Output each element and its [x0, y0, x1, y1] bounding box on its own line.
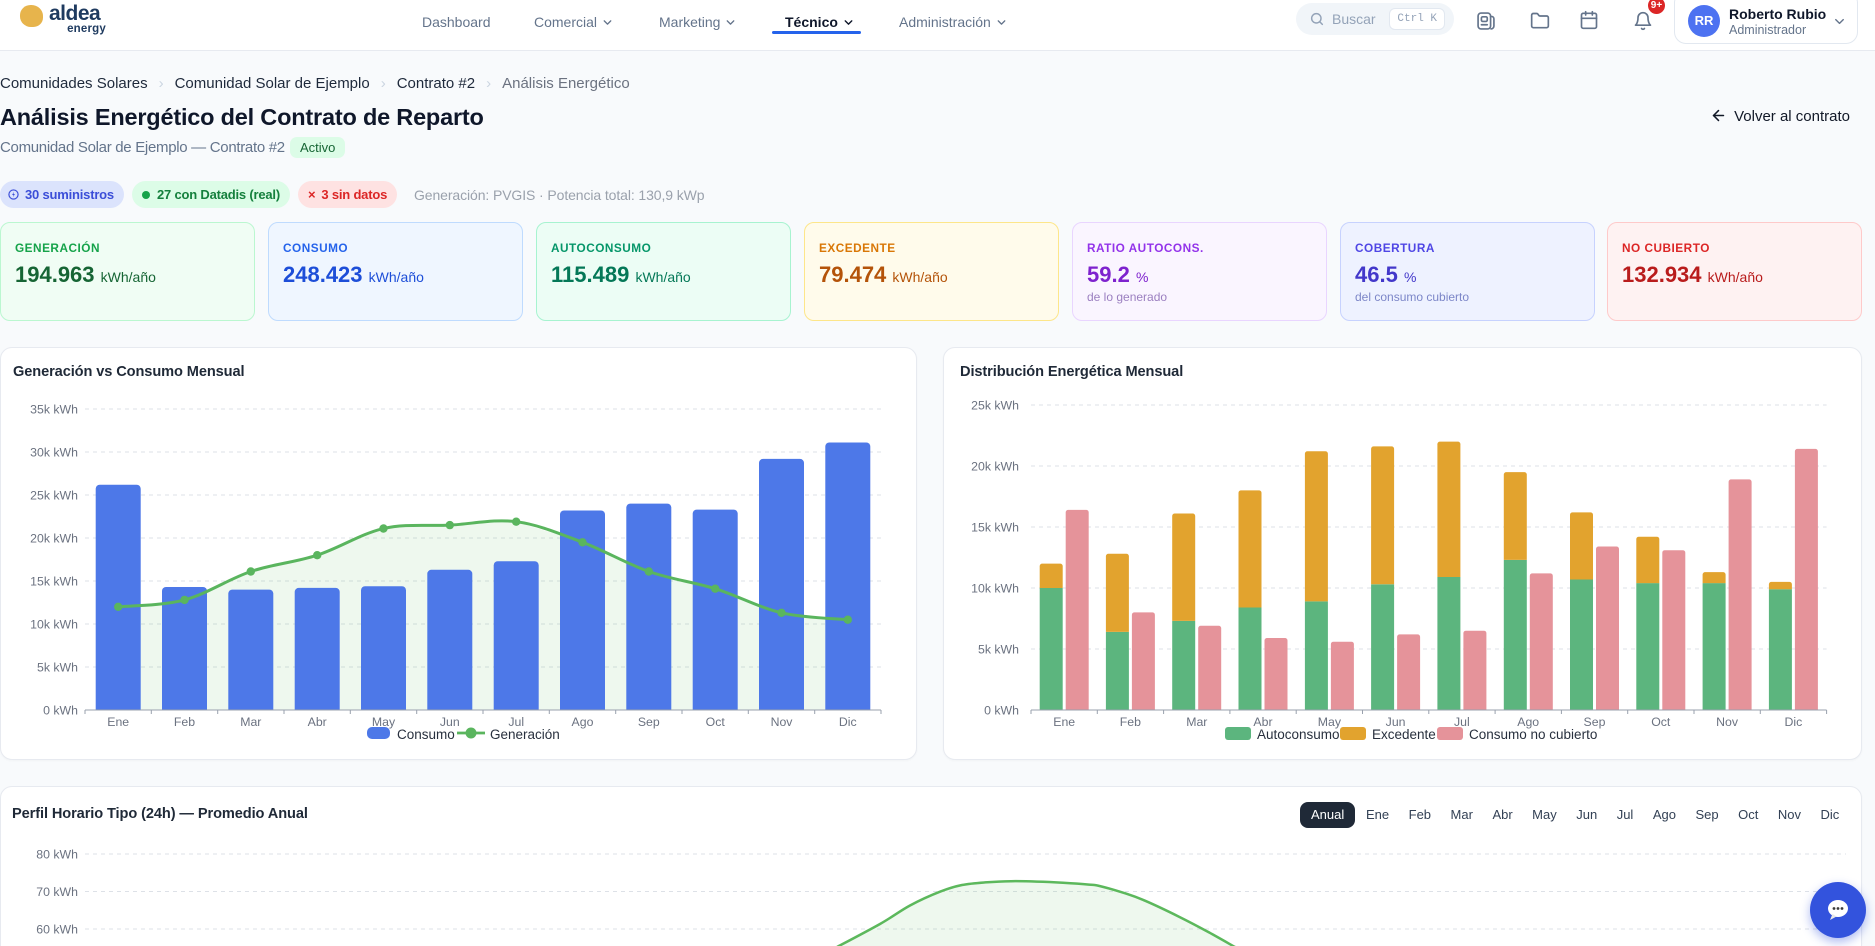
- svg-text:Feb: Feb: [174, 715, 195, 729]
- svg-text:Nov: Nov: [771, 715, 794, 729]
- svg-text:Consumo: Consumo: [397, 727, 455, 742]
- svg-text:Sep: Sep: [1584, 715, 1606, 729]
- svg-text:0 kWh: 0 kWh: [43, 703, 78, 717]
- svg-text:20k kWh: 20k kWh: [971, 459, 1019, 473]
- svg-text:Dic: Dic: [1785, 715, 1803, 729]
- svg-text:Excedente: Excedente: [1372, 727, 1436, 742]
- svg-text:Abr: Abr: [308, 715, 327, 729]
- svg-text:May: May: [372, 715, 396, 729]
- svg-text:10k kWh: 10k kWh: [971, 581, 1019, 595]
- svg-text:15k kWh: 15k kWh: [971, 520, 1019, 534]
- svg-text:Oct: Oct: [706, 715, 726, 729]
- svg-text:Oct: Oct: [1651, 715, 1671, 729]
- svg-text:Consumo no cubierto: Consumo no cubierto: [1469, 727, 1597, 742]
- svg-text:Nov: Nov: [1716, 715, 1739, 729]
- svg-text:Feb: Feb: [1120, 715, 1141, 729]
- svg-text:30k kWh: 30k kWh: [30, 445, 78, 459]
- svg-text:25k kWh: 25k kWh: [971, 398, 1019, 412]
- svg-text:60 kWh: 60 kWh: [36, 922, 78, 936]
- svg-text:Mar: Mar: [1186, 715, 1207, 729]
- svg-text:80 kWh: 80 kWh: [36, 847, 78, 861]
- svg-text:10k kWh: 10k kWh: [30, 617, 78, 631]
- svg-text:Autoconsumo: Autoconsumo: [1257, 727, 1340, 742]
- svg-text:25k kWh: 25k kWh: [30, 488, 78, 502]
- svg-text:15k kWh: 15k kWh: [30, 574, 78, 588]
- svg-text:Generación: Generación: [490, 727, 560, 742]
- svg-text:5k kWh: 5k kWh: [978, 642, 1019, 656]
- svg-text:35k kWh: 35k kWh: [30, 402, 78, 416]
- svg-text:Dic: Dic: [839, 715, 857, 729]
- svg-text:70 kWh: 70 kWh: [36, 885, 78, 899]
- svg-text:Abr: Abr: [1253, 715, 1272, 729]
- svg-text:Jun: Jun: [440, 715, 460, 729]
- svg-text:Ago: Ago: [572, 715, 594, 729]
- svg-text:Sep: Sep: [638, 715, 660, 729]
- svg-text:May: May: [1318, 715, 1342, 729]
- svg-text:Ene: Ene: [1053, 715, 1075, 729]
- svg-text:Ago: Ago: [1517, 715, 1539, 729]
- svg-text:0 kWh: 0 kWh: [984, 703, 1019, 717]
- svg-text:Jul: Jul: [508, 715, 524, 729]
- svg-text:Mar: Mar: [240, 715, 261, 729]
- svg-text:20k kWh: 20k kWh: [30, 531, 78, 545]
- svg-text:5k kWh: 5k kWh: [37, 660, 78, 674]
- svg-text:Jun: Jun: [1386, 715, 1406, 729]
- svg-text:Ene: Ene: [107, 715, 129, 729]
- svg-text:Jul: Jul: [1454, 715, 1470, 729]
